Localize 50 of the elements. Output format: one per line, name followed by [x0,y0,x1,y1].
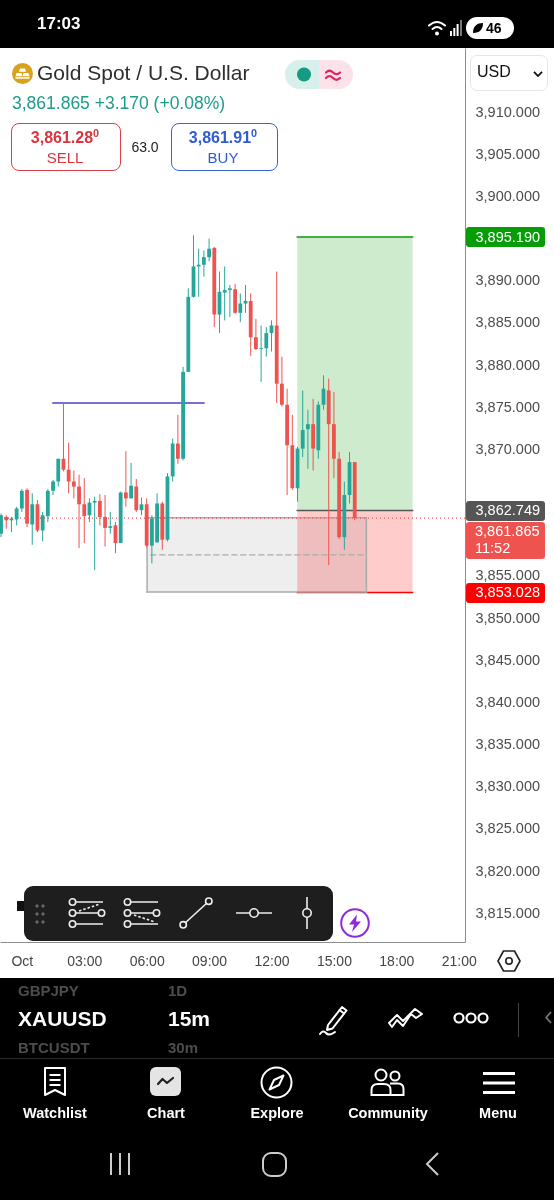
y-tick-label: 3,885.000 [475,314,541,331]
y-tick-label: 3,820.000 [475,862,541,879]
y-tick-label: 3,830.000 [475,778,541,795]
y-tick-label: 3,890.000 [475,272,541,289]
ref-line-label: 3,861.865 11:52 [466,521,545,559]
text: 30m [168,1039,199,1057]
text: BTCUSDT [18,1039,90,1057]
text: 1D [168,982,188,1000]
x-tick-label: Oct [11,952,34,969]
y-tick-label: 3,855.000 [475,567,541,584]
x-tick-label: 12:00 [254,952,290,969]
text: 3,861.865 +3.170 (+0.08%) [12,93,226,114]
text: Menu [479,1105,517,1122]
y-tick-label: 3,875.000 [475,398,541,415]
text: Explore [250,1105,304,1122]
x-tick-label: 15:00 [316,952,353,969]
text: Gold Spot / U.S. Dollar [37,61,250,86]
y-tick-label: 3,825.000 [475,820,541,837]
text: GBPJPY [18,982,79,1000]
y-tick-label: 3,853.028 [475,584,541,601]
y-tick-label: 3,895.190 [475,228,541,245]
y-tick-label: 3,880.000 [475,356,541,373]
x-tick-label: 03:00 [67,952,103,969]
y-tick-label: 3,845.000 [475,651,541,668]
y-tick-label: 3,870.000 [475,440,541,457]
text: Chart [147,1105,185,1122]
y-tick-label: 3,850.000 [475,609,541,626]
text: Watchlist [23,1105,87,1122]
x-tick-label: 09:00 [192,952,228,969]
x-tick-label: 18:00 [379,952,415,969]
text: XAUUSD [18,1007,107,1032]
x-tick-label: 06:00 [129,952,165,969]
annotation: SELL [46,149,84,167]
y-tick-label: 3,862.749 [475,502,541,519]
text: USD [477,63,511,82]
y-tick-label: 3,835.000 [475,736,541,753]
text: Community [348,1105,428,1122]
y-tick-label: 3,905.000 [475,145,541,162]
y-tick-label: 3,910.000 [475,103,541,120]
x-tick-label: 21:00 [441,952,477,969]
annotation: 3,861.28$^{0}$ [30,127,100,148]
text: 17:03 [37,14,81,34]
annotation: 63.0 [131,139,159,156]
annotation: 3,861.91$^{0}$ [188,127,258,148]
y-tick-label: 3,900.000 [475,187,541,204]
y-tick-label: 3,815.000 [475,904,541,921]
text: 46 [486,20,502,37]
text: 15m [168,1007,211,1032]
annotation: BUY [207,149,239,167]
y-tick-label: 3,840.000 [475,693,541,710]
